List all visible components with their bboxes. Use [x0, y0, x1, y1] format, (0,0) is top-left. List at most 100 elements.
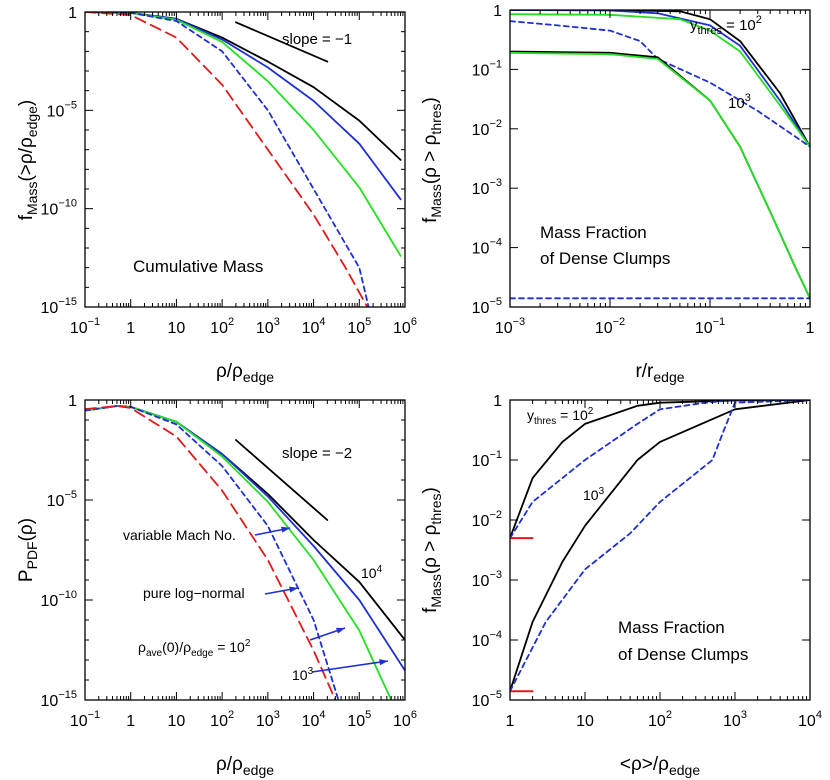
- x-tick-labels-4: 1 10 102 103 104: [506, 709, 822, 730]
- curve-label-1e4: 104: [361, 564, 383, 581]
- annotation-dense-clumps-2: of Dense Clumps: [618, 645, 748, 664]
- y-tick-label: 10−4: [472, 237, 502, 258]
- pointer-arrowhead: [336, 627, 345, 634]
- x-tick-label: 103: [723, 709, 747, 730]
- curve-label-ythres-1e2-bottom: ythres = 102: [527, 406, 594, 427]
- annotation-mass-fraction-2: Mass Fraction: [618, 618, 725, 637]
- y-tick-label: 10−5: [472, 296, 502, 317]
- x-tick-label: 1: [806, 320, 815, 337]
- y-tick-label: 10−2: [472, 509, 502, 530]
- x-tick-label: 105: [347, 316, 371, 337]
- x-axis-label-2: r/redge: [635, 361, 684, 385]
- y-tick-label: 10−15: [41, 296, 77, 317]
- x-tick-label: 10−2: [595, 316, 625, 337]
- x-tick-label: 10: [576, 713, 594, 730]
- x-tick-label: 10−1: [70, 316, 100, 337]
- series-line-blue-solid: [85, 12, 402, 201]
- x-tick-label: 102: [648, 709, 672, 730]
- x-tick-label: 10−3: [495, 316, 525, 337]
- series-line-blue-dashed: [85, 12, 370, 307]
- pointer-arrowhead: [281, 526, 290, 533]
- series-line-black-solid: [235, 21, 329, 63]
- annotation-slope-minus-2: slope = −2: [282, 445, 352, 462]
- x-tick-label: 10: [168, 713, 186, 730]
- x-axis-label-3: ρ/ρedge: [216, 754, 274, 778]
- x-axis-label-4: <ρ>/ρedge: [620, 754, 700, 778]
- y-tick-labels-1: 10−15 10−10 10−5 1: [41, 5, 78, 317]
- series-line-green-solid: [510, 51, 810, 300]
- y-axis-label-4: fMass(ρ > ρthres): [420, 487, 444, 613]
- plot-frame-2: [509, 9, 811, 308]
- y-tick-labels-4: 10−5 10−4 10−3 10−2 10−1 1: [472, 393, 502, 710]
- x-tick-labels-3: 10−1 1 10 102 103 104 105 106: [70, 709, 417, 730]
- y-tick-label: 1: [68, 5, 77, 22]
- panel-cumulative-mass: 10−1 1 10 102 103 104 105 106 10−15 10−10 10−5 1 ρ…: [16, 5, 417, 385]
- annotation-mass-fraction-1: Mass Fraction: [540, 223, 647, 242]
- y-tick-labels-2: 10−5 10−4 10−3 10−2 10−1 1: [472, 3, 502, 317]
- series-line-blue-solid: [510, 10, 810, 148]
- series-line-blue-dashed: [510, 20, 810, 148]
- y-tick-label: 10−3: [472, 177, 502, 198]
- x-tick-label: 104: [798, 709, 822, 730]
- annotation-dense-clumps-1: of Dense Clumps: [540, 249, 670, 268]
- tick-layer-1: [84, 11, 406, 308]
- curve-label-rho-ave: ρave(0)/ρedge = 102: [138, 638, 251, 659]
- y-axis-label-2: fMass(ρ > ρthres): [420, 97, 444, 223]
- tick-layer-2: [509, 9, 811, 308]
- y-tick-label: 1: [493, 393, 502, 410]
- panel-mass-fraction-radius: 10−3 10−2 10−1 1 10−5 10−4 10−3 10−2 10−1 1 r/re…: [420, 3, 815, 385]
- annotation-slope-minus-1: slope = −1: [282, 31, 352, 48]
- annotation-pure-lognormal: pure log−normal: [143, 585, 245, 601]
- y-tick-label: 1: [68, 393, 77, 410]
- series-line-blue-dashed: [510, 400, 810, 693]
- plot-frame-1: [84, 11, 406, 308]
- y-tick-label: 10−1: [472, 58, 502, 79]
- x-tick-label: 104: [302, 316, 326, 337]
- y-tick-label: 10−2: [472, 118, 502, 139]
- panel-mass-fraction-density: 1 10 102 103 104 10−5 10−4 10−3 10−2 10−1 1 <ρ>/ρ…: [420, 393, 822, 778]
- y-tick-label: 1: [493, 3, 502, 20]
- y-tick-label: 10−10: [41, 198, 77, 219]
- series-line-black-solid: [85, 405, 405, 641]
- y-axis-label-3: PPDF(ρ): [16, 518, 40, 582]
- x-axis-label-1: ρ/ρedge: [216, 361, 274, 385]
- panel-pdf: 10−1 1 10 102 103 104 105 106 10−15 10−10 10−5 1 ρ…: [16, 393, 417, 778]
- x-tick-label: 1: [126, 713, 135, 730]
- x-tick-label: 105: [347, 709, 371, 730]
- pointer-arrow: [311, 660, 389, 673]
- curve-label-1e3-top: 103: [728, 92, 751, 112]
- y-tick-label: 10−5: [47, 99, 77, 120]
- y-tick-label: 10−1: [472, 449, 502, 470]
- x-tick-label: 1: [126, 320, 135, 337]
- y-tick-label: 10−10: [41, 589, 77, 610]
- x-tick-label: 102: [210, 316, 234, 337]
- y-tick-label: 10−5: [472, 689, 502, 710]
- x-tick-label: 103: [256, 316, 280, 337]
- series-line-black-solid: [510, 400, 810, 693]
- curve-label-1e3-bottom: 103: [583, 486, 605, 503]
- y-tick-label: 10−4: [472, 629, 502, 650]
- y-axis-label-1: fMass(>ρ/ρedge): [16, 100, 40, 221]
- annotation-variable-mach: variable Mach No.: [123, 527, 236, 543]
- curve-label-ythres-1e2-top: ythres = 102: [690, 14, 762, 37]
- x-tick-labels-1: 10−1 1 10 102 103 104 105 106: [70, 316, 417, 337]
- x-tick-label: 103: [256, 709, 280, 730]
- x-tick-label: 106: [393, 709, 417, 730]
- series-line-blue-dashed: [85, 405, 340, 700]
- x-tick-label: 1: [506, 713, 515, 730]
- x-tick-label: 106: [393, 316, 417, 337]
- annotation-cumulative-mass: Cumulative Mass: [133, 257, 263, 276]
- x-tick-label: 10−1: [70, 709, 100, 730]
- pointer-arrowhead: [379, 659, 388, 666]
- series-line-red-dashed: [85, 405, 337, 700]
- series-line-black-solid: [510, 10, 810, 148]
- series-layer-1: [85, 12, 402, 307]
- y-tick-label: 10−15: [41, 689, 77, 710]
- x-tick-labels-2: 10−3 10−2 10−1 1: [495, 316, 815, 337]
- series-line-black-solid: [235, 439, 329, 521]
- y-tick-label: 10−3: [472, 569, 502, 590]
- y-tick-labels-3: 10−15 10−10 10−5 1: [41, 393, 78, 710]
- y-tick-label: 10−5: [47, 489, 77, 510]
- series-line-red-dashed: [85, 12, 369, 307]
